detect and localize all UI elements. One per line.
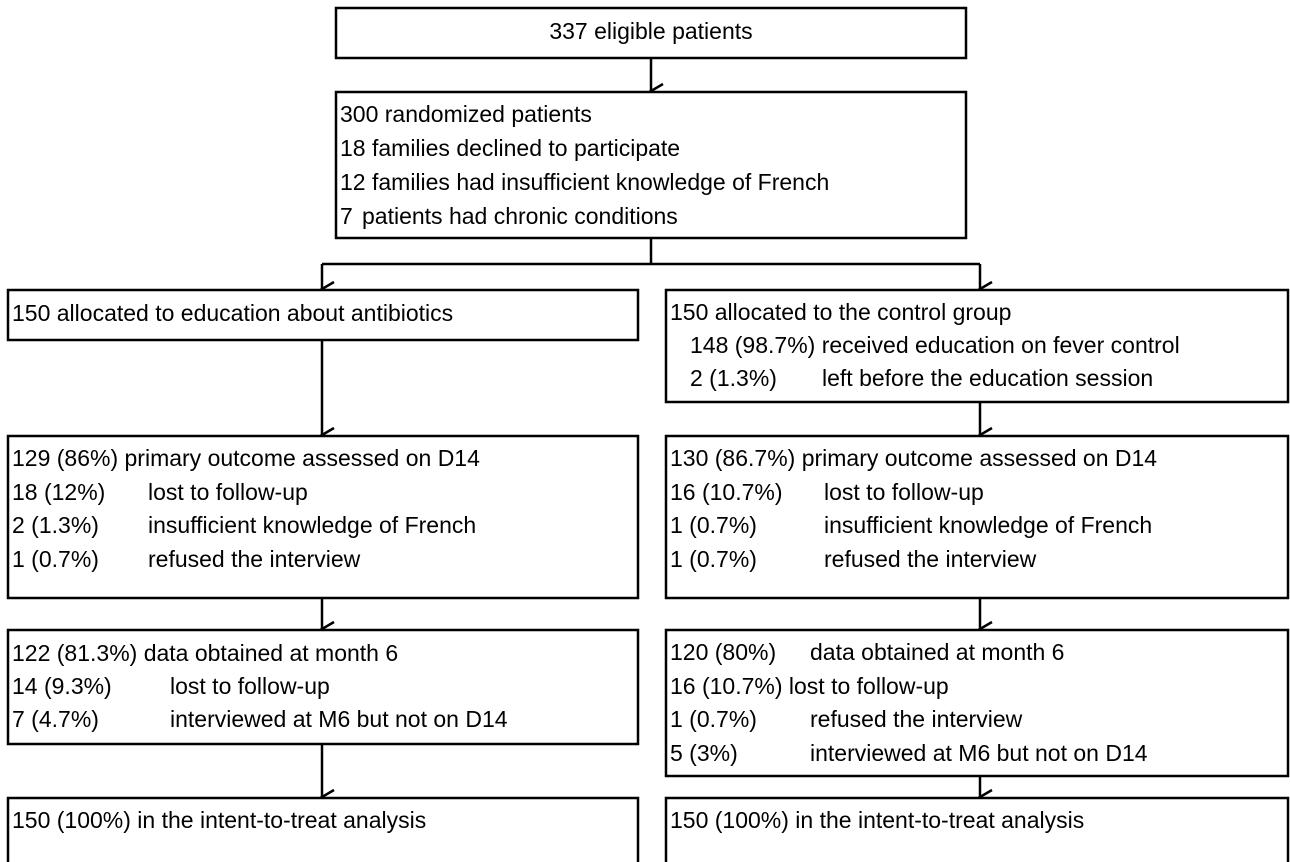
- connectors: [322, 58, 980, 797]
- box-text: 150 allocated to the control group: [670, 299, 1011, 325]
- box-border: [664, 796, 1290, 862]
- count: 16 (10.7%): [670, 479, 783, 505]
- count: 1 (0.7%): [670, 546, 757, 572]
- description: insufficient knowledge of French: [824, 512, 1152, 538]
- count: 18 (12%): [12, 479, 105, 505]
- description: data obtained at month 6: [810, 639, 1064, 665]
- box-border: [6, 434, 640, 600]
- description: lost to follow-up: [148, 479, 308, 505]
- count: 2 (1.3%): [12, 512, 99, 538]
- box-text: 130 (86.7%) primary outcome assessed on …: [670, 445, 1157, 471]
- flow-box: 300 randomized patients 18 families decli…: [334, 90, 968, 240]
- count: 2 (1.3%): [690, 365, 777, 391]
- box-text: 16 (10.7%) lost to follow-up: [670, 673, 949, 699]
- box-text: 150 (100%) in the intent-to-treat analys…: [12, 807, 426, 833]
- count: 7: [340, 203, 353, 229]
- flow-box: 122 (81.3%) data obtained at month 6 14 (…: [6, 628, 640, 746]
- count: 14 (9.3%): [12, 673, 112, 699]
- boxes: 337 eligible patients 300 randomized pati…: [6, 6, 1290, 862]
- box-text: 150 allocated to education about antibio…: [12, 300, 453, 326]
- flow-box: 150 (100%) in the intent-to-treat analys…: [664, 796, 1290, 862]
- box-text: 122 (81.3%) data obtained at month 6: [12, 640, 398, 666]
- box-border: [6, 796, 640, 862]
- count: 1 (0.7%): [670, 706, 757, 732]
- description: refused the interview: [824, 546, 1037, 572]
- box-text: 150 (100%) in the intent-to-treat analys…: [670, 807, 1084, 833]
- flow-box: 130 (86.7%) primary outcome assessed on …: [664, 434, 1290, 600]
- description: patients had chronic conditions: [362, 203, 678, 229]
- box-text: 337 eligible patients: [549, 18, 752, 44]
- box-text: 18 families declined to participate: [340, 135, 680, 161]
- count: 1 (0.7%): [12, 546, 99, 572]
- description: lost to follow-up: [170, 673, 330, 699]
- description: refused the interview: [148, 546, 361, 572]
- flow-box: 120 (80%) data obtained at month 6 16 (10.…: [664, 628, 1290, 778]
- count: 1 (0.7%): [670, 512, 757, 538]
- count: 5 (3%): [670, 740, 738, 766]
- description: lost to follow-up: [824, 479, 984, 505]
- description: insufficient knowledge of French: [148, 512, 476, 538]
- count: 7 (4.7%): [12, 706, 99, 732]
- box-border: [664, 434, 1290, 600]
- box-text: 12 families had insufficient knowledge o…: [340, 169, 829, 195]
- description: interviewed at M6 but not on D14: [170, 706, 508, 732]
- description: left before the education session: [822, 365, 1153, 391]
- box-border: [664, 288, 1290, 404]
- flow-box: 150 allocated to the control group 148 (9…: [664, 288, 1290, 404]
- flow-box: 150 (100%) in the intent-to-treat analys…: [6, 796, 640, 862]
- flow-box: 337 eligible patients: [334, 6, 968, 60]
- box-text: 148 (98.7%) received education on fever …: [690, 332, 1180, 358]
- flow-box: 129 (86%) primary outcome assessed on D1…: [6, 434, 640, 600]
- box-text: 300 randomized patients: [340, 101, 592, 127]
- flow-box: 150 allocated to education about antibio…: [6, 288, 640, 342]
- description: interviewed at M6 but not on D14: [810, 740, 1148, 766]
- box-border: [664, 628, 1290, 778]
- description: refused the interview: [810, 706, 1023, 732]
- count: 120 (80%): [670, 639, 776, 665]
- box-border: [6, 628, 640, 746]
- box-text: 129 (86%) primary outcome assessed on D1…: [12, 445, 480, 471]
- box-border: [334, 90, 968, 240]
- box-border: [334, 6, 968, 60]
- box-border: [6, 288, 640, 342]
